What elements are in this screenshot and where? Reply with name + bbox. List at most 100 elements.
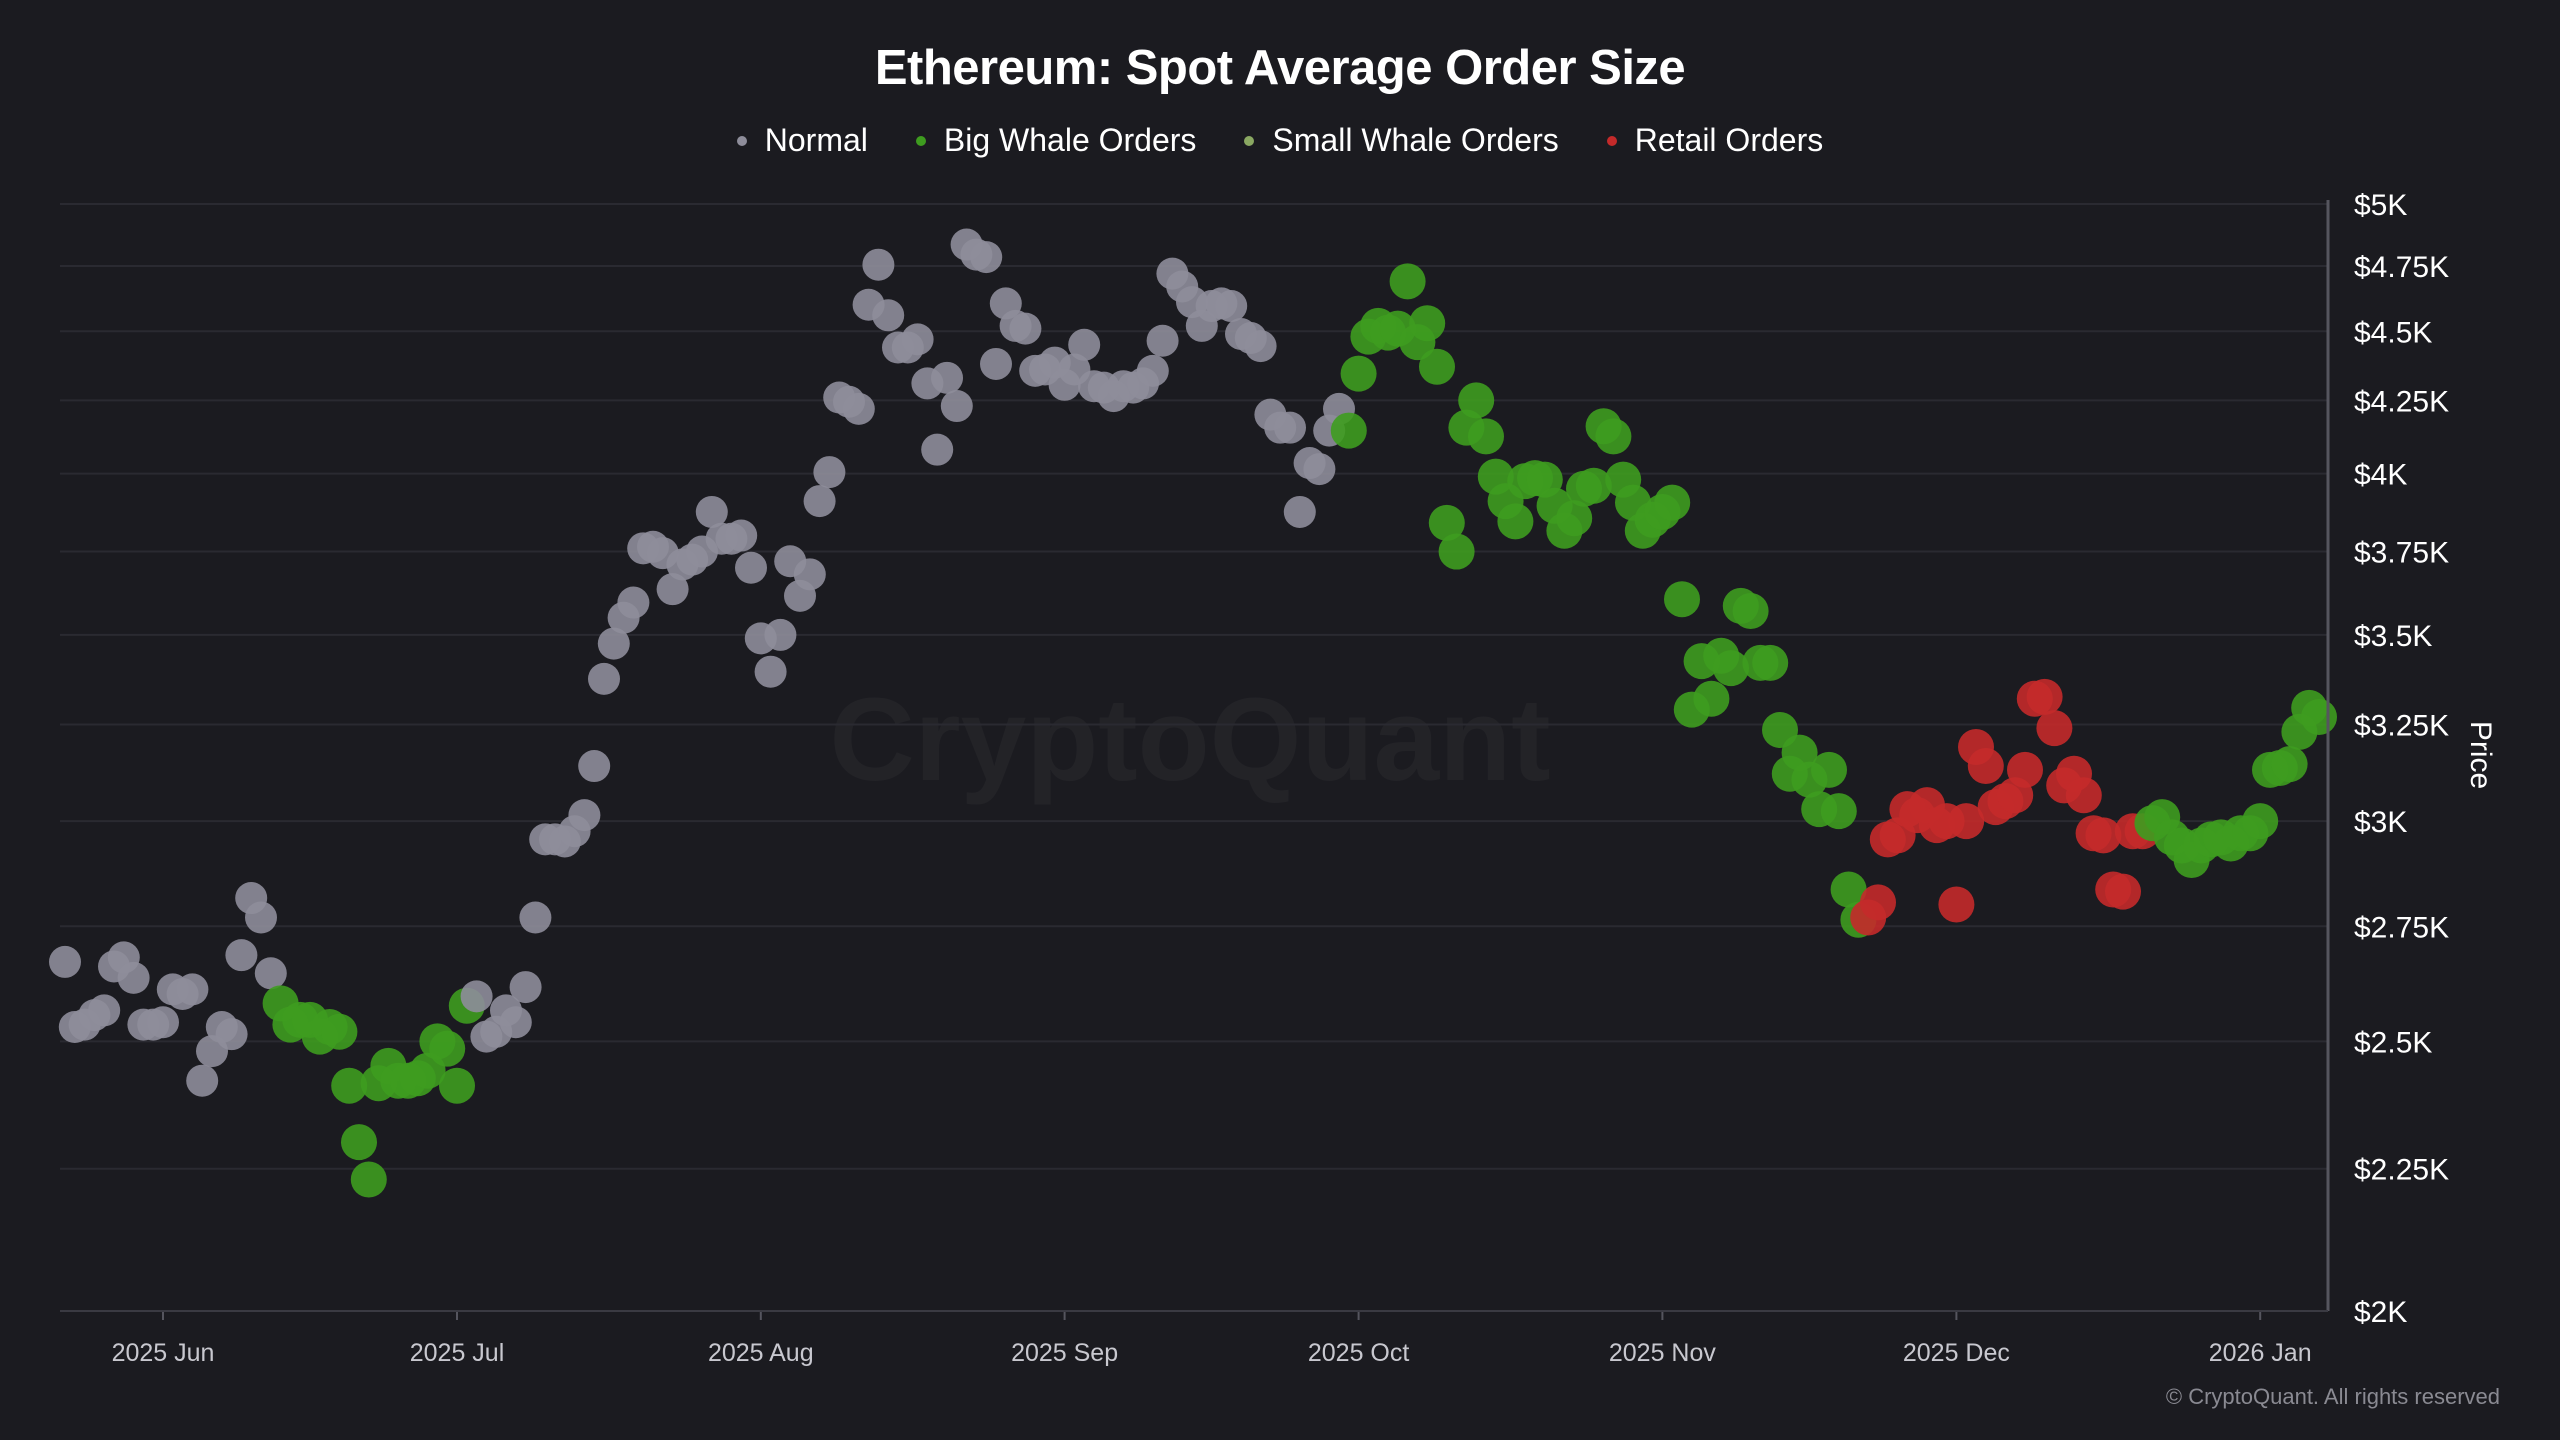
point-normal	[49, 945, 81, 978]
x-tick-label: 2025 Jun	[112, 1339, 215, 1367]
point-retail	[2105, 873, 2141, 910]
copyright-notice: © CryptoQuant. All rights reserved	[2165, 1384, 2500, 1409]
x-tick-label: 2026 Jan	[2209, 1339, 2312, 1367]
point-normal	[931, 361, 963, 394]
point-retail	[2065, 777, 2102, 814]
point-normal	[186, 1064, 219, 1097]
point-normal	[499, 1006, 532, 1039]
point-big-whale	[1732, 592, 1769, 629]
legend-dot-icon	[915, 135, 926, 146]
point-retail	[2026, 678, 2063, 715]
point-big-whale	[1820, 793, 1857, 830]
point-normal	[813, 456, 846, 489]
y-tick-label: $2.5K	[2354, 1026, 2432, 1059]
point-normal	[970, 241, 1003, 274]
point-normal	[940, 390, 973, 423]
y-axis-label: Price	[2464, 720, 2497, 790]
point-big-whale	[2301, 699, 2337, 736]
point-normal	[1146, 324, 1179, 357]
point-normal	[254, 957, 287, 990]
x-tick-label: 2025 Oct	[1308, 1339, 1410, 1367]
point-retail	[1967, 748, 2004, 785]
point-normal	[1274, 411, 1306, 444]
y-tick-label: $4.5K	[2354, 316, 2432, 349]
point-normal	[764, 618, 797, 651]
point-normal	[225, 939, 258, 972]
point-big-whale	[1752, 644, 1789, 681]
point-normal	[1136, 354, 1169, 387]
y-tick-label: $5K	[2354, 189, 2407, 222]
x-tick-label: 2025 Sep	[1011, 1339, 1118, 1367]
point-retail	[2036, 710, 2073, 747]
watermark: CryptoQuant	[829, 674, 1550, 806]
point-big-whale	[1830, 871, 1867, 908]
legend-label: Big Whale Orders	[943, 122, 1197, 158]
point-normal	[588, 662, 620, 695]
point-normal	[656, 573, 689, 606]
point-big-whale	[1497, 503, 1534, 540]
point-big-whale	[2271, 746, 2308, 783]
point-big-whale	[1693, 680, 1730, 717]
point-normal	[695, 495, 728, 528]
point-normal	[872, 299, 905, 332]
point-big-whale	[429, 1030, 466, 1067]
point-big-whale	[1713, 650, 1749, 687]
legend-item-normal[interactable]: Normal	[736, 122, 868, 159]
point-big-whale	[2242, 803, 2279, 840]
point-normal	[568, 799, 601, 832]
point-big-whale	[1595, 418, 1632, 455]
y-tick-label: $4K	[2354, 459, 2407, 492]
x-tick-label: 2025 Dec	[1903, 1339, 2010, 1367]
point-big-whale	[350, 1161, 387, 1198]
point-normal	[980, 347, 1012, 380]
legend: Normal Big Whale Orders Small Whale Orders…	[0, 122, 2560, 159]
legend-label: Small Whale Orders	[1272, 122, 1559, 158]
point-normal	[1283, 495, 1316, 528]
legend-label: Normal	[764, 122, 868, 158]
point-retail	[1938, 886, 1975, 923]
y-tick-label: $3.25K	[2354, 709, 2449, 742]
point-normal	[1303, 453, 1336, 486]
legend-dot-icon	[1606, 135, 1617, 146]
point-retail	[1860, 884, 1896, 921]
legend-item-small_whale[interactable]: Small Whale Orders	[1244, 122, 1559, 159]
point-normal	[754, 655, 787, 688]
x-axis-ticks: 2025 Jun 2025 Jul 2025 Aug 2025 Sep 2025 Oct…	[112, 1311, 2312, 1367]
point-normal	[597, 627, 630, 660]
legend-item-big_whale[interactable]: Big Whale Orders	[915, 122, 1197, 159]
y-axis-ticks: $5K $4.75K $4.5K $4.25K $4K $3.75K $3.5K $3.25K…	[2354, 189, 2449, 1329]
point-big-whale	[1556, 500, 1593, 537]
point-big-whale	[1575, 467, 1612, 504]
point-retail	[2007, 751, 2043, 788]
point-normal	[1215, 290, 1248, 323]
point-big-whale	[331, 1067, 368, 1104]
point-big-whale	[439, 1067, 475, 1104]
point-big-whale	[1458, 382, 1495, 419]
x-tick-label: 2025 Aug	[708, 1339, 814, 1367]
point-normal	[725, 519, 758, 552]
point-normal	[176, 973, 209, 1006]
point-normal	[921, 433, 954, 466]
point-big-whale	[1428, 504, 1465, 541]
legend-label: Retail Orders	[1634, 122, 1824, 158]
legend-item-retail[interactable]: Retail Orders	[1606, 122, 1824, 159]
point-big-whale	[1419, 348, 1455, 385]
legend-dot-icon	[736, 135, 747, 146]
point-big-whale	[1340, 355, 1377, 392]
y-tick-label: $2.75K	[2354, 911, 2449, 944]
x-tick-label: 2025 Jul	[410, 1339, 505, 1367]
point-normal	[88, 994, 121, 1027]
point-normal	[519, 901, 552, 934]
point-big-whale	[1468, 418, 1504, 455]
point-normal	[147, 1006, 179, 1039]
y-tick-label: $4.75K	[2354, 251, 2449, 284]
point-normal	[842, 392, 875, 425]
point-normal	[578, 750, 611, 783]
point-normal	[1009, 312, 1042, 345]
point-big-whale	[1438, 533, 1475, 570]
point-normal	[901, 323, 934, 356]
point-big-whale	[321, 1013, 358, 1050]
scatter-points	[49, 228, 2337, 1198]
point-normal	[735, 551, 767, 584]
point-normal	[862, 248, 895, 281]
